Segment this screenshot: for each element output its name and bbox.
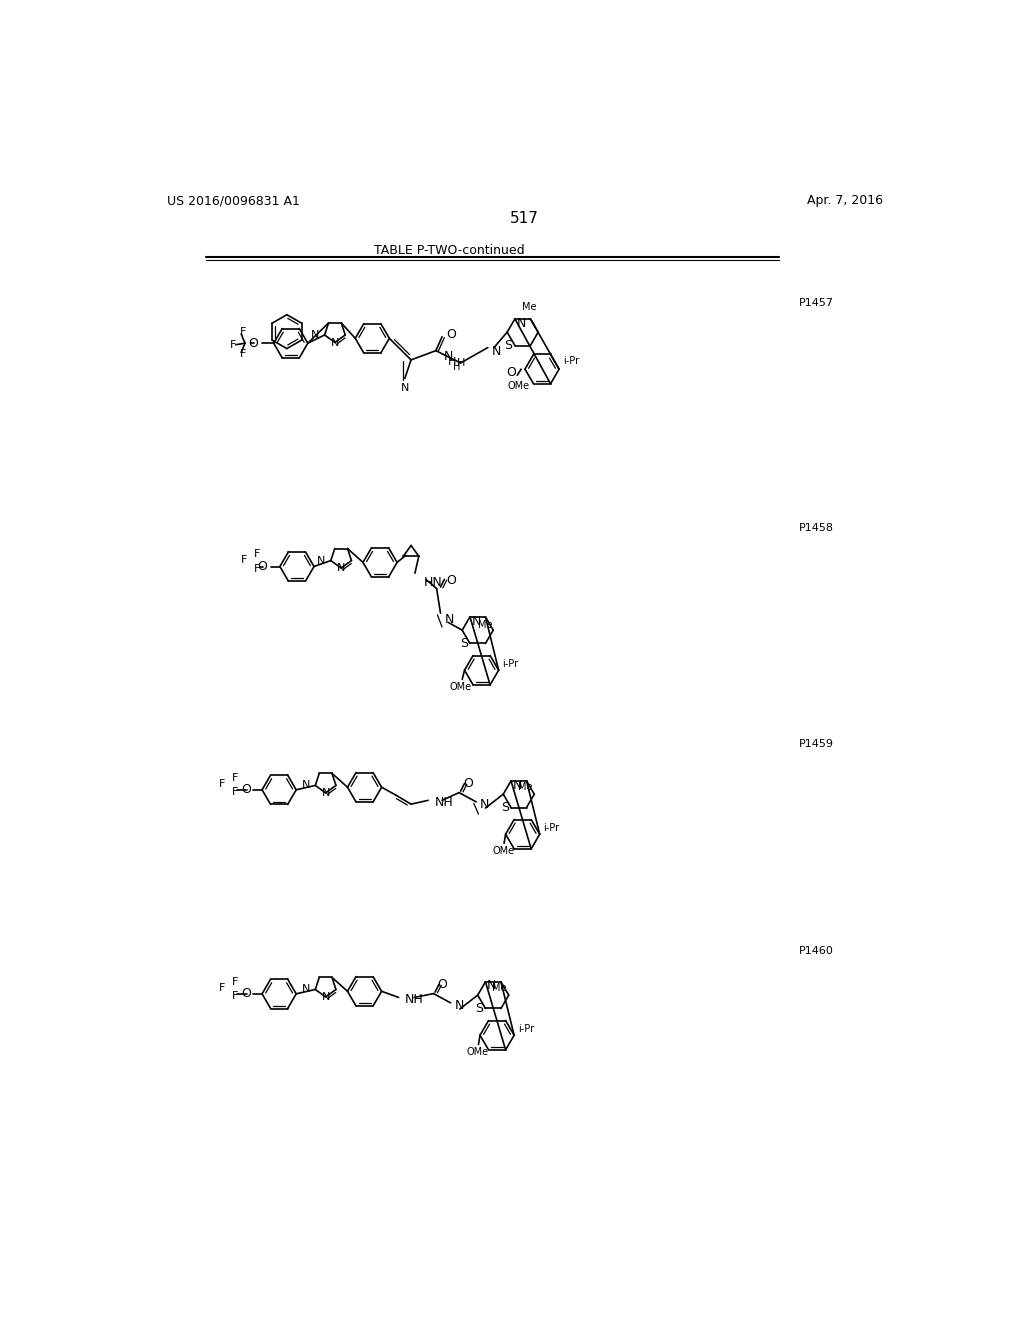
Text: F: F bbox=[218, 982, 225, 993]
Text: N: N bbox=[513, 779, 522, 792]
Text: i-Pr: i-Pr bbox=[518, 1024, 535, 1034]
Text: N: N bbox=[487, 979, 497, 993]
Text: Apr. 7, 2016: Apr. 7, 2016 bbox=[807, 194, 883, 207]
Text: F: F bbox=[231, 787, 239, 797]
Text: N: N bbox=[337, 564, 345, 573]
Text: O: O bbox=[242, 987, 251, 1001]
Text: NH: NH bbox=[404, 993, 424, 1006]
Text: O: O bbox=[257, 560, 266, 573]
Text: P1458: P1458 bbox=[799, 523, 834, 533]
Text: O: O bbox=[445, 574, 456, 587]
Text: N: N bbox=[301, 985, 310, 994]
Text: Me: Me bbox=[518, 781, 532, 792]
Text: N: N bbox=[331, 338, 339, 348]
Text: OMe: OMe bbox=[508, 381, 529, 391]
Text: N: N bbox=[516, 317, 526, 330]
Text: US 2016/0096831 A1: US 2016/0096831 A1 bbox=[167, 194, 300, 207]
Text: S: S bbox=[475, 1002, 483, 1015]
Text: N: N bbox=[322, 993, 330, 1002]
Text: F: F bbox=[231, 774, 239, 783]
Text: O: O bbox=[242, 783, 251, 796]
Text: N: N bbox=[444, 612, 454, 626]
Text: NH: NH bbox=[434, 796, 453, 809]
Text: O: O bbox=[437, 978, 447, 991]
Text: N: N bbox=[480, 797, 489, 810]
Text: N: N bbox=[443, 350, 453, 363]
Text: S: S bbox=[505, 339, 513, 352]
Text: F: F bbox=[240, 348, 246, 359]
Text: S: S bbox=[501, 801, 509, 814]
Text: P1459: P1459 bbox=[799, 739, 834, 748]
Text: H: H bbox=[453, 362, 461, 372]
Text: N: N bbox=[400, 383, 409, 393]
Text: O: O bbox=[506, 367, 516, 379]
Text: i-Pr: i-Pr bbox=[503, 659, 518, 669]
Text: N: N bbox=[317, 556, 326, 565]
Text: i-Pr: i-Pr bbox=[563, 356, 580, 367]
Text: 517: 517 bbox=[510, 211, 540, 226]
Text: O: O bbox=[249, 337, 258, 350]
Text: O: O bbox=[445, 327, 456, 341]
Text: F: F bbox=[231, 991, 239, 1001]
Text: F: F bbox=[241, 556, 248, 565]
Text: F: F bbox=[254, 564, 261, 574]
Text: i-Pr: i-Pr bbox=[544, 824, 560, 833]
Text: H: H bbox=[457, 358, 465, 368]
Text: N: N bbox=[311, 330, 319, 341]
Text: F: F bbox=[240, 327, 246, 338]
Text: N: N bbox=[455, 999, 464, 1011]
Text: O: O bbox=[463, 777, 473, 789]
Text: P1457: P1457 bbox=[799, 298, 834, 308]
Text: Me: Me bbox=[493, 983, 507, 993]
Text: F: F bbox=[254, 549, 261, 560]
Text: Me: Me bbox=[478, 619, 493, 630]
Text: F: F bbox=[231, 977, 239, 987]
Text: N: N bbox=[492, 345, 501, 358]
Text: H: H bbox=[447, 358, 456, 367]
Text: OMe: OMe bbox=[467, 1047, 488, 1057]
Text: Me: Me bbox=[521, 302, 537, 313]
Text: OMe: OMe bbox=[493, 846, 514, 857]
Text: HN: HN bbox=[424, 576, 443, 589]
Text: F: F bbox=[230, 339, 237, 350]
Text: F: F bbox=[218, 779, 225, 788]
Text: N: N bbox=[301, 780, 310, 791]
Text: S: S bbox=[460, 638, 468, 649]
Text: OMe: OMe bbox=[450, 682, 472, 692]
Text: P1460: P1460 bbox=[799, 946, 834, 957]
Text: N: N bbox=[471, 615, 481, 627]
Text: N: N bbox=[322, 788, 330, 799]
Text: TABLE P-TWO-continued: TABLE P-TWO-continued bbox=[375, 244, 525, 257]
